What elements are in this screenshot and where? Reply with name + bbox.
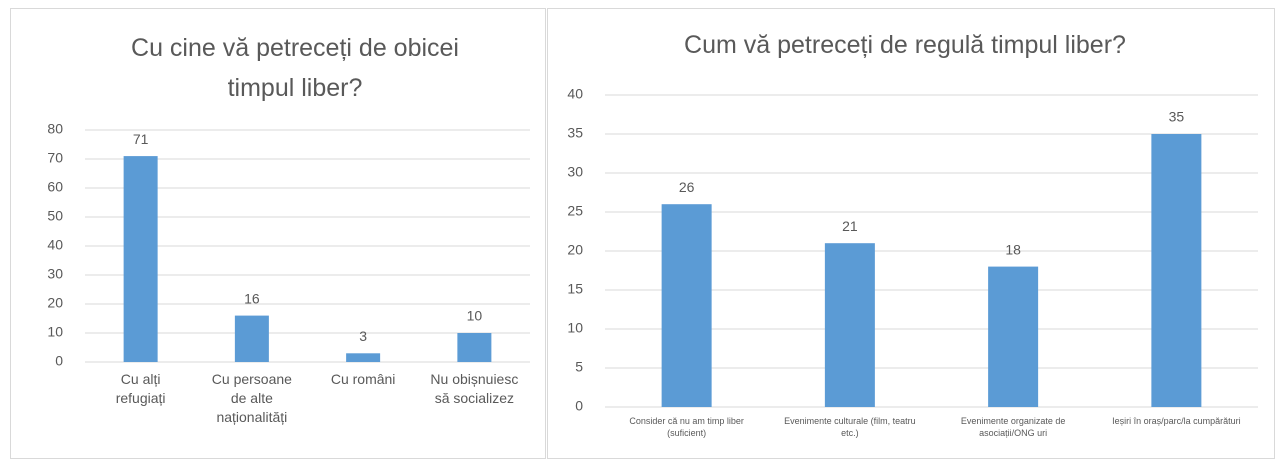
y-tick-label: 40 xyxy=(567,86,583,102)
x-tick-label: Consider că nu am timp liber (suficient) xyxy=(629,416,744,439)
y-tick-label: 35 xyxy=(567,125,583,141)
chart-title: Cum vă petreceți de regulă timpul liber? xyxy=(684,31,1126,59)
value-label: 10 xyxy=(467,308,483,324)
y-tick-label: 30 xyxy=(47,266,63,282)
bar xyxy=(824,243,875,407)
value-label: 18 xyxy=(1005,241,1021,257)
y-tick-label: 0 xyxy=(575,398,583,414)
y-tick-label: 80 xyxy=(47,121,63,137)
y-tick-label: 5 xyxy=(575,359,583,375)
bar xyxy=(988,266,1039,407)
y-tick-label: 50 xyxy=(47,208,63,224)
y-tick-label: 0 xyxy=(55,353,63,369)
y-tick-label: 10 xyxy=(567,320,583,336)
y-tick-label: 10 xyxy=(47,324,63,340)
bar xyxy=(234,315,269,362)
x-tick-label: Nu obișnuiesc să socializez xyxy=(430,371,519,406)
chart-title: Cu cine vă petreceți de obicei timpul li… xyxy=(131,34,459,102)
x-tick-label: Cu persoane de alte naționalități xyxy=(211,371,292,425)
bar xyxy=(457,333,492,362)
x-tick-label: Cu români xyxy=(330,371,396,387)
value-label: 21 xyxy=(842,218,858,234)
value-label: 16 xyxy=(244,290,260,306)
y-tick-label: 20 xyxy=(567,242,583,258)
value-label: 26 xyxy=(679,179,695,195)
y-tick-label: 15 xyxy=(567,281,583,297)
x-tick-label: Evenimente organizate de asociații/ONG u… xyxy=(960,416,1066,439)
value-label: 35 xyxy=(1169,109,1185,125)
y-tick-label: 30 xyxy=(567,164,583,180)
x-tick-label: Ieșiri în oraș/parc/la cumpărături xyxy=(1112,416,1241,426)
value-label: 71 xyxy=(133,131,149,147)
bar xyxy=(123,156,158,362)
value-label: 3 xyxy=(359,328,367,344)
bar xyxy=(1151,134,1202,407)
y-tick-label: 20 xyxy=(47,295,63,311)
y-tick-label: 25 xyxy=(567,203,583,219)
bar xyxy=(346,353,381,362)
y-tick-label: 40 xyxy=(47,237,63,253)
y-tick-label: 70 xyxy=(47,150,63,166)
bar xyxy=(661,204,712,407)
x-tick-label: Evenimente culturale (film, teatru etc.) xyxy=(784,416,916,439)
x-tick-label: Cu alți refugiați xyxy=(115,371,166,406)
y-tick-label: 60 xyxy=(47,179,63,195)
